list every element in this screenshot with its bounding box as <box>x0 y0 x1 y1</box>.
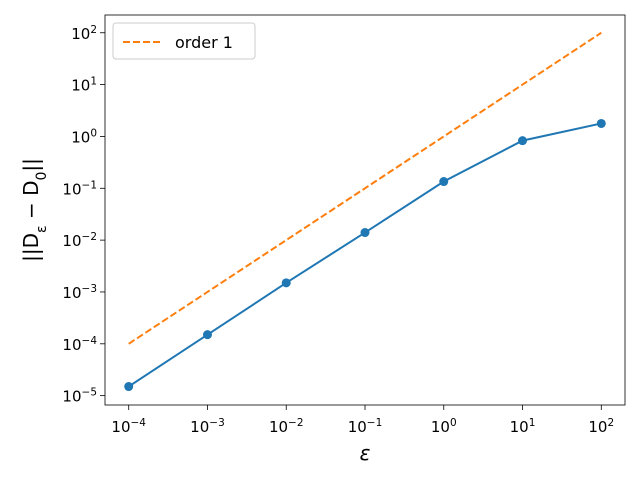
legend-box <box>112 22 256 60</box>
series-line <box>128 31 602 345</box>
x-tick-label: 10−3 <box>190 417 225 436</box>
x-tick-label: 100 <box>431 417 457 436</box>
data-point <box>202 330 212 340</box>
series-line <box>128 122 602 388</box>
data-point <box>439 177 449 187</box>
x-tick-label: 101 <box>510 417 536 436</box>
data-point <box>596 118 606 128</box>
x-tick-label: 10−4 <box>111 417 146 436</box>
x-tick-label: 102 <box>588 417 614 436</box>
y-tick-label: 101 <box>71 76 97 95</box>
data-point <box>124 382 134 392</box>
y-tick-label: 10−1 <box>62 179 97 198</box>
y-tick-label: 100 <box>71 127 97 146</box>
y-tick-label: 102 <box>71 24 97 43</box>
data-point <box>360 228 370 238</box>
y-tick-label: 10−5 <box>62 387 97 406</box>
legend-label: order 1 <box>175 33 233 52</box>
y-tick-label: 10−3 <box>62 283 97 302</box>
x-axis-label: ε <box>360 441 371 465</box>
y-tick-label: 10−4 <box>62 335 97 354</box>
x-tick-label: 10−1 <box>348 417 383 436</box>
plot-frame <box>104 14 626 406</box>
y-axis-label: ||Dε − D0|| <box>19 158 50 262</box>
y-tick-label: 10−2 <box>62 231 97 250</box>
x-tick-label: 10−2 <box>269 417 304 436</box>
data-point <box>281 278 291 288</box>
data-point <box>518 136 528 146</box>
